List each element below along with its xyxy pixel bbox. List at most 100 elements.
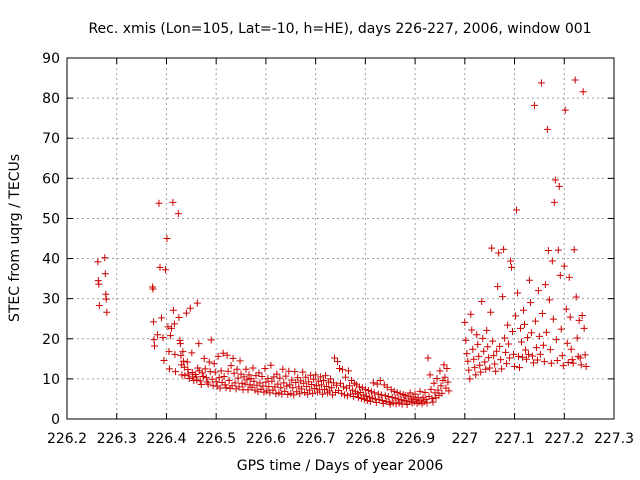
data-point	[357, 395, 365, 403]
data-point	[521, 346, 529, 354]
data-point	[222, 384, 230, 392]
data-point	[275, 389, 283, 397]
data-point	[509, 328, 517, 336]
data-point	[500, 245, 508, 253]
data-point	[473, 331, 481, 339]
y-tick-label: 50	[42, 211, 60, 227]
data-point	[391, 394, 399, 402]
data-point	[427, 385, 435, 393]
data-point	[498, 365, 506, 373]
data-point	[157, 314, 165, 322]
data-point	[537, 79, 545, 87]
data-point	[529, 359, 537, 367]
data-point	[552, 336, 560, 344]
data-point	[517, 324, 525, 332]
data-point	[195, 340, 203, 348]
data-point	[562, 305, 570, 313]
data-point	[516, 364, 524, 372]
data-point	[103, 308, 111, 316]
data-point	[260, 388, 268, 396]
data-point	[318, 381, 326, 389]
data-point	[282, 372, 290, 380]
data-point	[523, 334, 531, 342]
data-point	[424, 354, 432, 362]
data-point	[471, 364, 479, 372]
data-point	[368, 394, 376, 402]
x-axis-label: GPS time / Days of year 2006	[237, 458, 444, 474]
data-point	[285, 367, 293, 375]
data-point	[528, 352, 536, 360]
axis-tick-labels: 226.2 226.3 226.4 226.5 226.6 226.7 226.8 226.9…	[42, 51, 634, 447]
data-point	[506, 354, 514, 362]
data-point	[367, 388, 375, 396]
data-point	[186, 304, 194, 312]
data-point	[469, 345, 477, 353]
data-point	[558, 352, 566, 360]
data-point	[494, 283, 502, 291]
data-point	[567, 345, 575, 353]
data-point	[470, 355, 478, 363]
data-point	[557, 325, 565, 333]
data-point	[179, 357, 187, 365]
data-point	[303, 383, 311, 391]
data-point	[580, 324, 588, 332]
data-point	[348, 386, 356, 394]
data-point	[102, 295, 110, 303]
data-point	[182, 309, 190, 317]
data-point	[564, 358, 572, 366]
data-point	[361, 385, 369, 393]
data-point	[296, 390, 304, 398]
data-point	[175, 314, 183, 322]
data-point	[464, 357, 472, 365]
data-point	[519, 353, 527, 361]
data-point	[527, 329, 535, 337]
data-point	[505, 340, 513, 348]
data-point	[215, 374, 223, 382]
data-point	[524, 350, 532, 358]
data-point	[188, 349, 196, 357]
data-point	[461, 318, 469, 326]
data-point	[216, 384, 224, 392]
data-point	[489, 337, 497, 345]
data-point	[520, 320, 528, 328]
data-point	[259, 382, 267, 390]
data-point	[532, 344, 540, 352]
data-point	[396, 390, 404, 398]
data-point	[382, 397, 390, 405]
data-point	[468, 326, 476, 334]
data-point	[387, 386, 395, 394]
data-point	[170, 320, 178, 328]
data-point	[481, 358, 489, 366]
data-point	[384, 393, 392, 401]
x-tick-label: 227.2	[544, 431, 584, 447]
x-tick-label: 226.9	[395, 431, 435, 447]
data-point	[578, 312, 586, 320]
data-point	[536, 350, 544, 358]
data-point	[383, 383, 391, 391]
data-point	[95, 280, 103, 288]
data-point	[315, 377, 323, 385]
data-point	[313, 382, 321, 390]
data-point	[241, 380, 249, 388]
data-point	[538, 310, 546, 318]
data-point	[556, 271, 564, 279]
data-point	[501, 334, 509, 342]
data-point	[160, 356, 168, 364]
data-point	[484, 343, 492, 351]
x-tick-label: 226.2	[47, 431, 87, 447]
data-point	[185, 374, 193, 382]
data-point	[184, 370, 192, 378]
data-point	[487, 308, 495, 316]
data-point	[328, 384, 336, 392]
x-tick-label: 226.8	[345, 431, 385, 447]
data-point	[514, 289, 522, 297]
data-point	[374, 390, 382, 398]
y-tick-label: 30	[42, 292, 60, 308]
data-point	[244, 386, 252, 394]
data-point	[393, 389, 401, 397]
data-point	[503, 360, 511, 368]
data-points	[94, 76, 590, 409]
data-point	[364, 387, 372, 395]
data-point	[155, 199, 163, 207]
data-point	[349, 393, 357, 401]
